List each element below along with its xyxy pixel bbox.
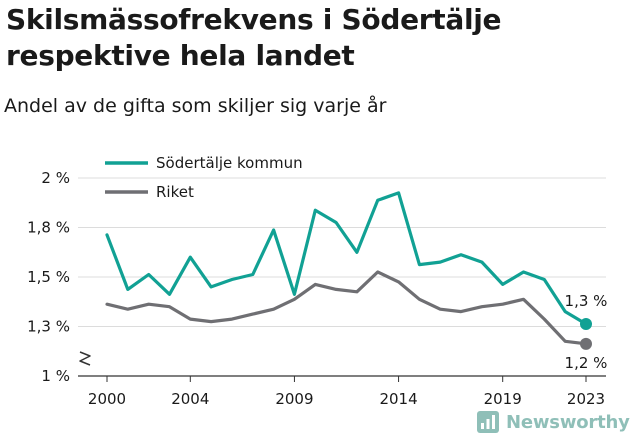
end-value-label: 1,3 % xyxy=(565,292,608,310)
series-line-0 xyxy=(105,191,588,326)
legend: Södertälje kommun Riket xyxy=(105,154,303,201)
end-labels: 1,3 % 1,2 % xyxy=(565,292,608,372)
x-tick-label: 2009 xyxy=(275,390,313,408)
y-tick-label: 1,3 % xyxy=(27,318,70,336)
x-tick-label: 2019 xyxy=(484,390,522,408)
y-tick-label: 1,8 % xyxy=(27,219,70,237)
end-point-marker xyxy=(580,337,592,350)
newsworthy-logo: Newsworthy xyxy=(476,407,630,437)
x-tick-label: 2004 xyxy=(171,390,209,408)
chart-subtitle: Andel av de gifta som skiljer sig varje … xyxy=(4,95,387,117)
y-tick-label: 2 % xyxy=(41,169,70,187)
legend-label: Södertälje kommun xyxy=(156,154,303,172)
axes: 2 % 1,8 % 1,5 % 1,3 % 1 % 2000 2004 2009 2014 201… xyxy=(27,169,606,408)
x-tick-label: 2000 xyxy=(88,390,126,408)
end-value-label: 1,2 % xyxy=(565,354,608,372)
end-point-marker xyxy=(580,318,592,331)
x-tick-label: 2014 xyxy=(379,390,417,408)
newsworthy-logo-icon xyxy=(477,411,499,433)
x-tick-label: 2023 xyxy=(567,390,605,408)
axis-break-icon xyxy=(79,351,91,366)
chart-title: Skilsmässofrekvens i Södertälje respekti… xyxy=(6,3,502,72)
y-tick-label: 1 % xyxy=(41,367,70,385)
y-tick-label: 1,5 % xyxy=(27,268,70,286)
newsworthy-logo-text: Newsworthy xyxy=(506,411,630,433)
series-lines xyxy=(105,191,592,350)
series-line-1 xyxy=(105,270,588,346)
legend-label: Riket xyxy=(156,183,194,201)
gridlines xyxy=(78,177,606,327)
